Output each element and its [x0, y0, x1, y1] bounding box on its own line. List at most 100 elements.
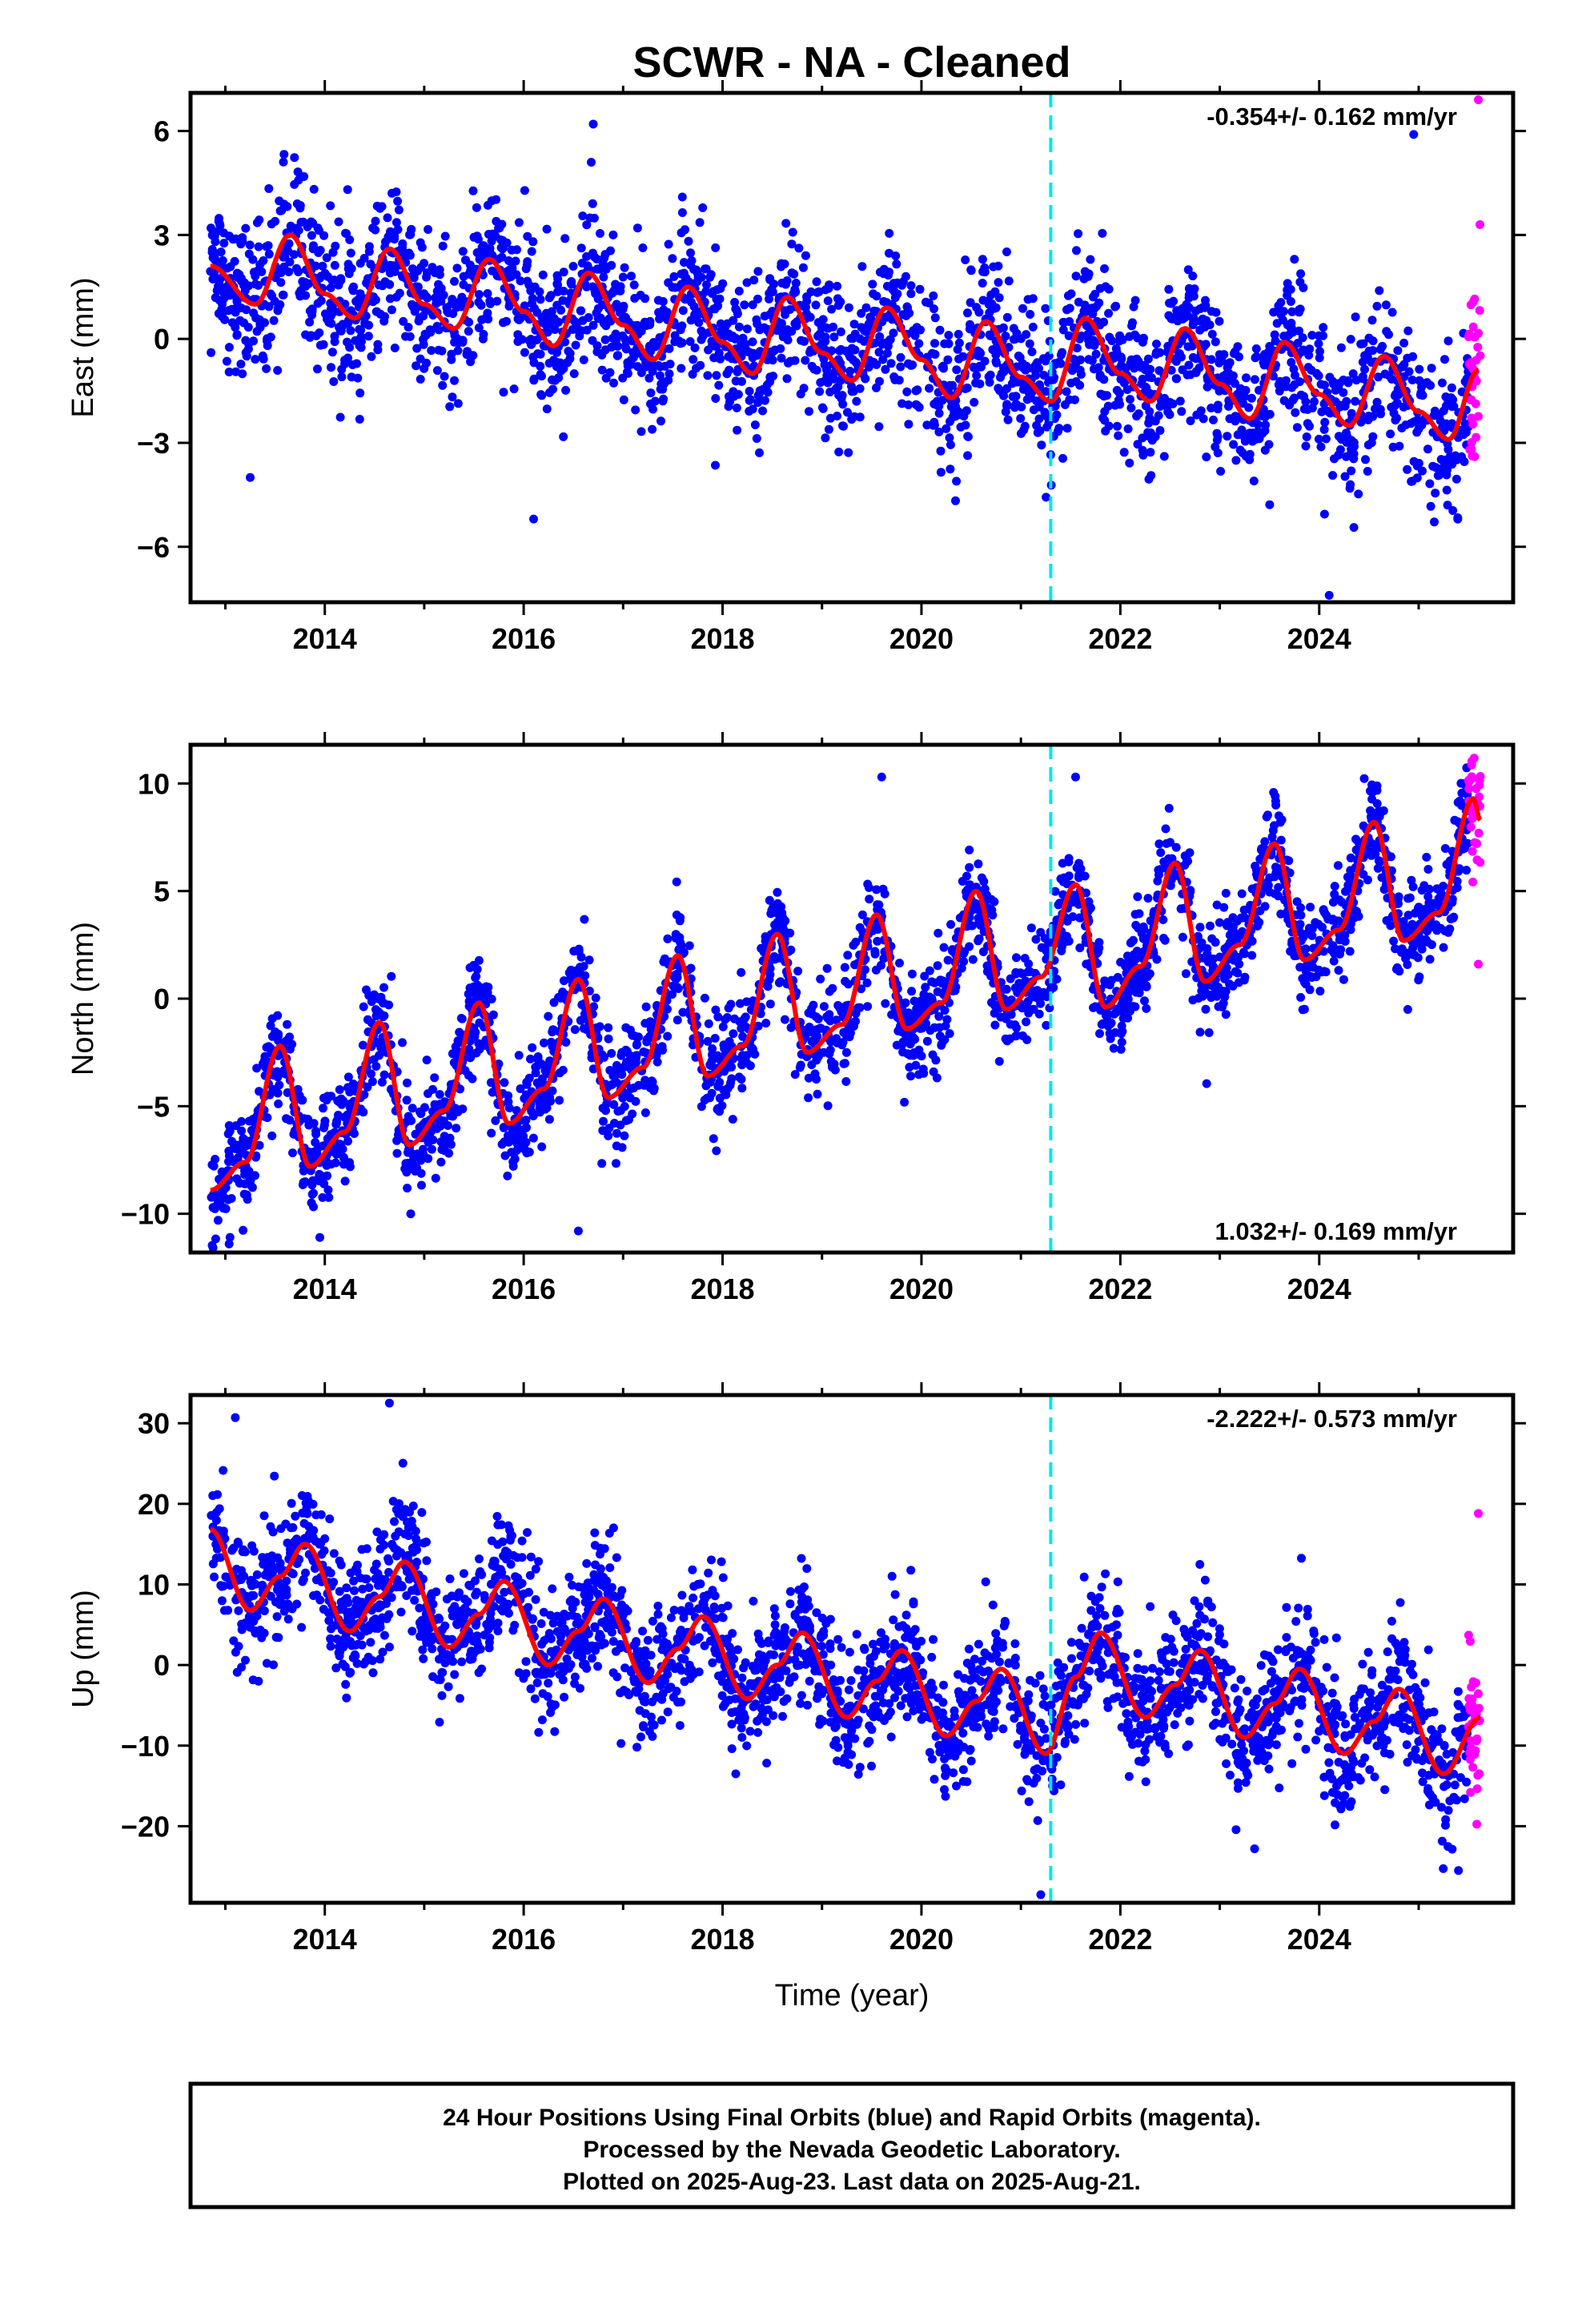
- final-orbit-point: [1212, 991, 1222, 1001]
- final-orbit-point: [483, 289, 492, 298]
- final-orbit-point: [738, 333, 748, 343]
- final-orbit-point: [1295, 963, 1305, 972]
- final-orbit-point: [280, 250, 290, 259]
- final-orbit-point: [973, 346, 982, 356]
- final-orbit-point: [335, 323, 343, 332]
- final-orbit-point: [1425, 955, 1435, 964]
- final-orbit-point: [961, 420, 970, 430]
- final-orbit-point: [934, 928, 943, 938]
- final-orbit-point: [1403, 464, 1412, 474]
- final-orbit-point: [284, 239, 294, 248]
- final-orbit-point: [1358, 357, 1367, 367]
- final-orbit-point: [965, 845, 974, 854]
- final-orbit-point: [424, 1154, 433, 1164]
- final-orbit-point: [1130, 364, 1139, 373]
- final-orbit-point: [262, 1043, 271, 1052]
- final-orbit-point: [1186, 287, 1195, 296]
- final-orbit-point: [681, 295, 690, 304]
- final-orbit-point: [1260, 426, 1270, 436]
- final-orbit-point: [1311, 972, 1321, 982]
- final-orbit-point: [1367, 788, 1377, 798]
- final-orbit-point: [1257, 411, 1267, 420]
- final-orbit-point: [924, 298, 934, 308]
- final-orbit-point: [1022, 395, 1032, 404]
- outlier-point: [246, 472, 255, 482]
- final-orbit-point: [386, 227, 395, 236]
- final-orbit-point: [599, 1116, 608, 1126]
- final-orbit-point: [1186, 887, 1195, 897]
- final-orbit-point: [1291, 408, 1300, 417]
- final-orbit-point: [1090, 289, 1100, 299]
- final-orbit-point: [1245, 455, 1255, 464]
- final-orbit-point: [994, 278, 1003, 287]
- final-orbit-point: [556, 305, 566, 315]
- final-orbit-point: [607, 1048, 616, 1058]
- final-orbit-point: [1125, 332, 1134, 341]
- final-orbit-point: [731, 376, 741, 386]
- final-orbit-point: [1195, 923, 1205, 932]
- final-orbit-point: [412, 344, 422, 353]
- final-orbit-point: [231, 367, 241, 376]
- final-orbit-point: [1209, 415, 1218, 424]
- final-orbit-point: [224, 368, 234, 376]
- final-orbit-point: [804, 1008, 813, 1018]
- final-orbit-point: [1416, 388, 1426, 397]
- final-orbit-point: [1405, 893, 1415, 903]
- final-orbit-point: [1178, 932, 1187, 942]
- final-orbit-point: [402, 1168, 412, 1177]
- final-orbit-point: [1154, 411, 1163, 420]
- final-orbit-point: [569, 369, 579, 379]
- final-orbit-point: [222, 356, 231, 366]
- final-orbit-point: [697, 335, 706, 344]
- final-orbit-point: [447, 355, 456, 364]
- final-orbit-point: [1262, 879, 1271, 887]
- rapid-orbit-point: [1474, 328, 1484, 338]
- final-orbit-point: [1215, 350, 1224, 360]
- final-orbit-point: [1452, 877, 1462, 886]
- final-orbit-point: [711, 394, 721, 403]
- final-orbit-point: [604, 1023, 613, 1032]
- final-orbit-point: [1052, 975, 1062, 984]
- final-orbit-point: [1092, 302, 1102, 312]
- final-orbit-point: [1448, 506, 1458, 515]
- final-orbit-point: [1320, 380, 1329, 390]
- final-orbit-point: [366, 259, 375, 269]
- final-orbit-point: [700, 1096, 709, 1105]
- final-orbit-point: [620, 263, 629, 272]
- final-orbit-point: [290, 153, 299, 163]
- final-orbit-point: [959, 957, 969, 967]
- final-orbit-point: [1212, 900, 1222, 910]
- final-orbit-point: [755, 448, 764, 457]
- final-orbit-point: [1207, 404, 1216, 412]
- final-orbit-point: [787, 327, 797, 336]
- final-orbit-point: [1426, 501, 1435, 511]
- final-orbit-point: [633, 362, 642, 372]
- final-orbit-point: [1188, 271, 1198, 281]
- final-orbit-point: [1114, 336, 1124, 346]
- final-orbit-point: [1375, 286, 1384, 296]
- final-orbit-point: [359, 1002, 368, 1011]
- final-orbit-point: [961, 255, 970, 264]
- final-orbit-point: [804, 1027, 813, 1037]
- final-orbit-point: [1233, 342, 1243, 352]
- y-tick-label: 6: [154, 115, 170, 148]
- final-orbit-point: [1295, 377, 1304, 387]
- final-orbit-point: [1104, 308, 1114, 318]
- y-tick-label: −3: [137, 427, 170, 460]
- final-orbit-point: [288, 1148, 297, 1158]
- final-orbit-point: [814, 287, 824, 296]
- final-orbit-point: [1091, 349, 1101, 359]
- final-orbit-point: [734, 1072, 744, 1082]
- final-orbit-point: [1399, 338, 1409, 348]
- final-orbit-point: [915, 284, 925, 294]
- final-orbit-point: [552, 348, 561, 357]
- final-orbit-point: [1391, 389, 1400, 399]
- final-orbit-point: [805, 407, 813, 416]
- final-orbit-point: [1023, 967, 1033, 977]
- final-orbit-point: [231, 323, 240, 332]
- final-orbit-point: [252, 218, 262, 227]
- final-orbit-point: [1298, 974, 1307, 983]
- final-orbit-point: [875, 376, 884, 386]
- final-orbit-point: [1065, 317, 1074, 326]
- final-orbit-point: [1443, 501, 1452, 510]
